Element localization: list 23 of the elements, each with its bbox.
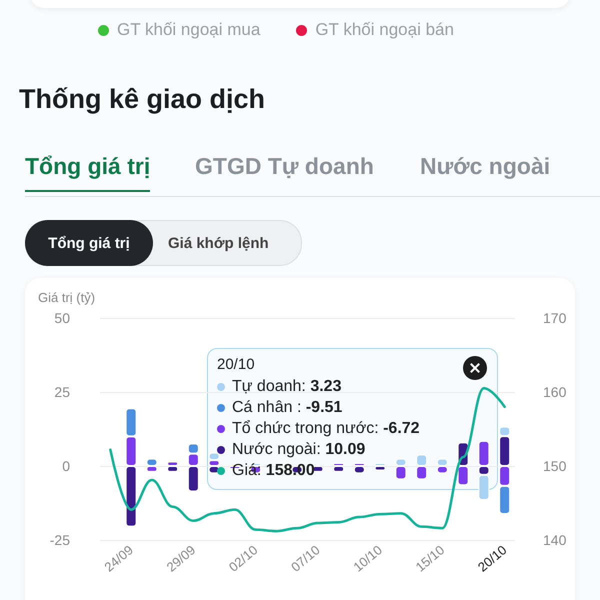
text: GTGD Tự doanh [195, 153, 374, 180]
y-axis-title: Giá trị (tỷ) [38, 290, 96, 305]
y2-tick-label: 170 [543, 310, 567, 326]
y2-tick-label: 150 [543, 458, 567, 474]
text: Tổng giá trị [25, 153, 150, 192]
y-tick-label: 0 [62, 458, 70, 474]
annotation: Tổ chức trong nước: -6.72 [232, 419, 420, 439]
annotation: Cá nhân : -9.51 [232, 398, 342, 418]
text: GT khối ngoại mua [116, 20, 260, 40]
annotation: Tự doanh: 3.23 [232, 377, 342, 397]
annotation: Giá: 158.00 [232, 461, 315, 481]
text: GT khối ngoại bán [314, 20, 454, 40]
y-tick-label: 25 [54, 384, 70, 400]
y2-tick-label: 160 [543, 384, 567, 400]
text: Giá khớp lệnh [168, 234, 269, 254]
y2-tick-label: 140 [543, 532, 567, 548]
annotation: Nước ngoài: 10.09 [232, 440, 366, 460]
y-tick-label: 50 [54, 310, 70, 326]
y-tick-label: -25 [50, 532, 70, 548]
chart-title: Thống kê giao dịch [19, 84, 266, 115]
text: Tổng giá trị [25, 220, 153, 266]
annotation: 20/10 [217, 356, 256, 373]
text: Nước ngoài [420, 153, 550, 180]
